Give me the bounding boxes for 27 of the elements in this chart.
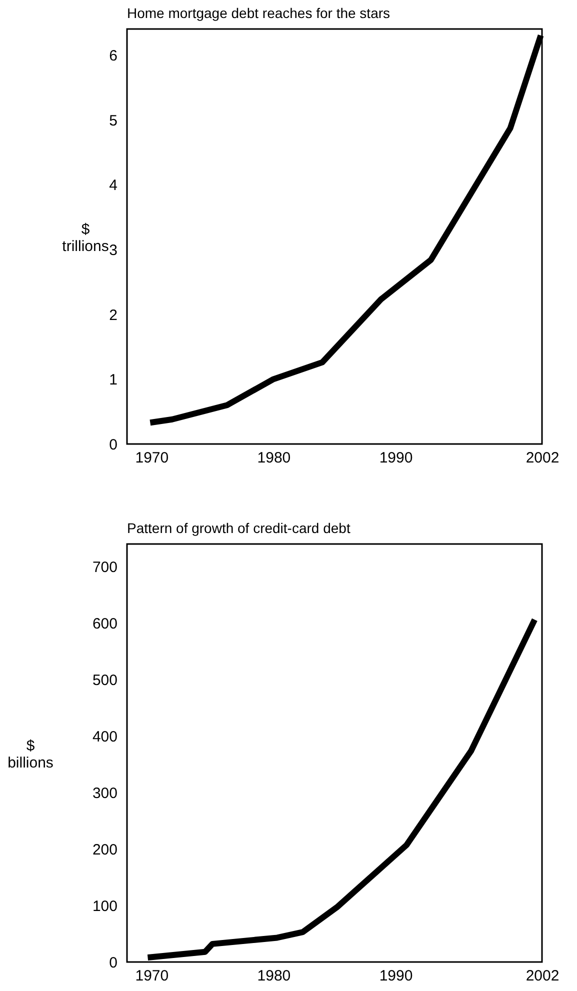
x-tick-label: 1990 <box>379 450 413 466</box>
x-tick-label: 1980 <box>257 450 291 466</box>
y-tick-label: 500 <box>92 672 118 690</box>
x-tick-label: 1970 <box>135 968 169 984</box>
y-tick-label: 700 <box>92 559 118 576</box>
y-tick-label: 200 <box>92 842 118 859</box>
y-tick-label: 300 <box>92 785 118 802</box>
x-tick-label: 1990 <box>379 968 413 984</box>
chart-title: Pattern of growth of credit-card debt <box>127 520 350 536</box>
x-tick-label: 1970 <box>135 450 169 466</box>
x-tick-label: 1980 <box>257 968 291 984</box>
y-tick-label: 4 <box>109 177 118 194</box>
y-tick-label: 100 <box>92 898 118 916</box>
y-tick-label: 0 <box>109 954 118 972</box>
x-tick-label: 2002 <box>526 968 560 984</box>
y-tick-label: 3 <box>109 242 118 259</box>
y-tick-label: 5 <box>109 112 118 130</box>
y-tick-label: 2 <box>109 306 118 324</box>
y-tick-label: 0 <box>109 436 118 454</box>
x-tick-label: 2002 <box>526 450 560 466</box>
y-axis-title: $ trillions <box>62 221 109 255</box>
y-tick-label: 6 <box>109 47 118 64</box>
chart-title: Home mortgage debt reaches for the stars <box>127 5 390 21</box>
y-axis-title: $ billions <box>8 738 54 772</box>
y-tick-label: 400 <box>92 728 118 746</box>
y-tick-label: 1 <box>109 372 118 389</box>
y-tick-label: 600 <box>92 616 118 633</box>
